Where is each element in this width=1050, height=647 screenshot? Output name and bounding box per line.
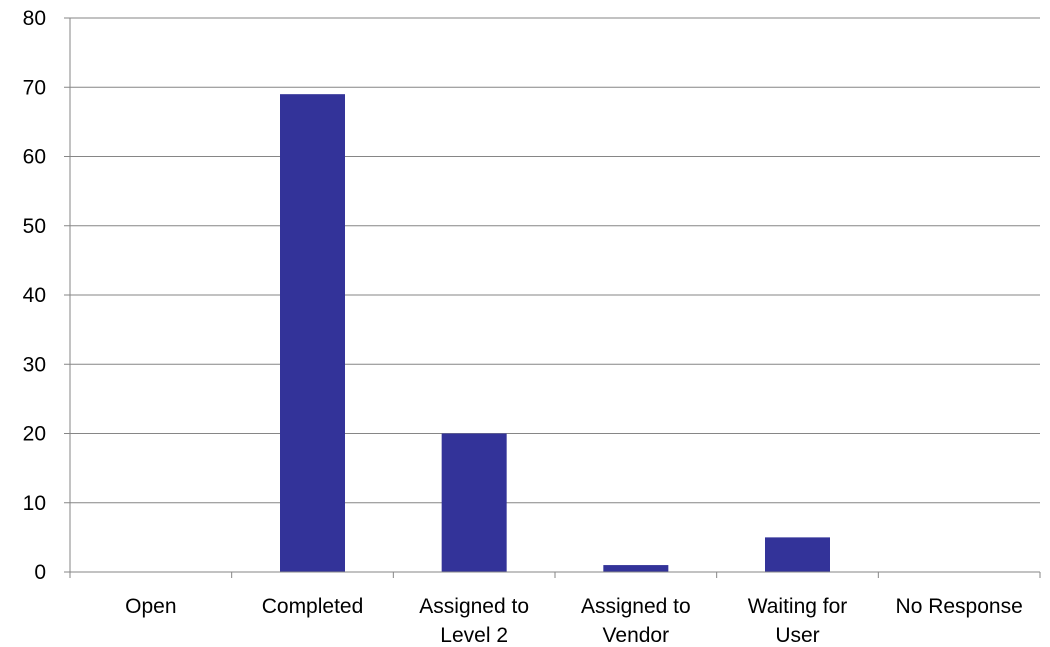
x-category-labels: Open Completed Assigned to Level 2 Assigned … xyxy=(125,595,1023,647)
x-category-label: Level 2 xyxy=(440,624,508,647)
y-tick-label: 20 xyxy=(23,423,46,446)
x-category-label: Waiting for xyxy=(748,595,848,618)
axes xyxy=(64,17,1041,578)
gridlines xyxy=(70,17,1040,504)
y-tick-label: 10 xyxy=(23,492,46,515)
y-tick-labels: 0 10 20 30 40 50 60 70 80 xyxy=(23,7,46,584)
x-category-label: Assigned to xyxy=(581,595,691,618)
x-category-label: Vendor xyxy=(603,624,670,647)
y-tick-label: 70 xyxy=(23,76,46,99)
y-tick-label: 80 xyxy=(23,7,46,30)
y-tick-label: 30 xyxy=(23,353,46,376)
y-tick-label: 40 xyxy=(23,284,46,307)
x-category-label: User xyxy=(775,624,819,647)
x-category-label: Completed xyxy=(262,595,364,618)
y-tick-label: 50 xyxy=(23,215,46,238)
x-category-label: No Response xyxy=(896,595,1023,618)
bar xyxy=(603,565,669,572)
x-category-label: Assigned to xyxy=(419,595,529,618)
x-category-label: Open xyxy=(125,595,176,618)
bars xyxy=(280,94,830,573)
bar xyxy=(441,433,507,572)
bar xyxy=(280,94,345,573)
y-tick-label: 0 xyxy=(34,561,46,584)
y-tick-label: 60 xyxy=(23,146,46,169)
bar xyxy=(765,537,830,572)
